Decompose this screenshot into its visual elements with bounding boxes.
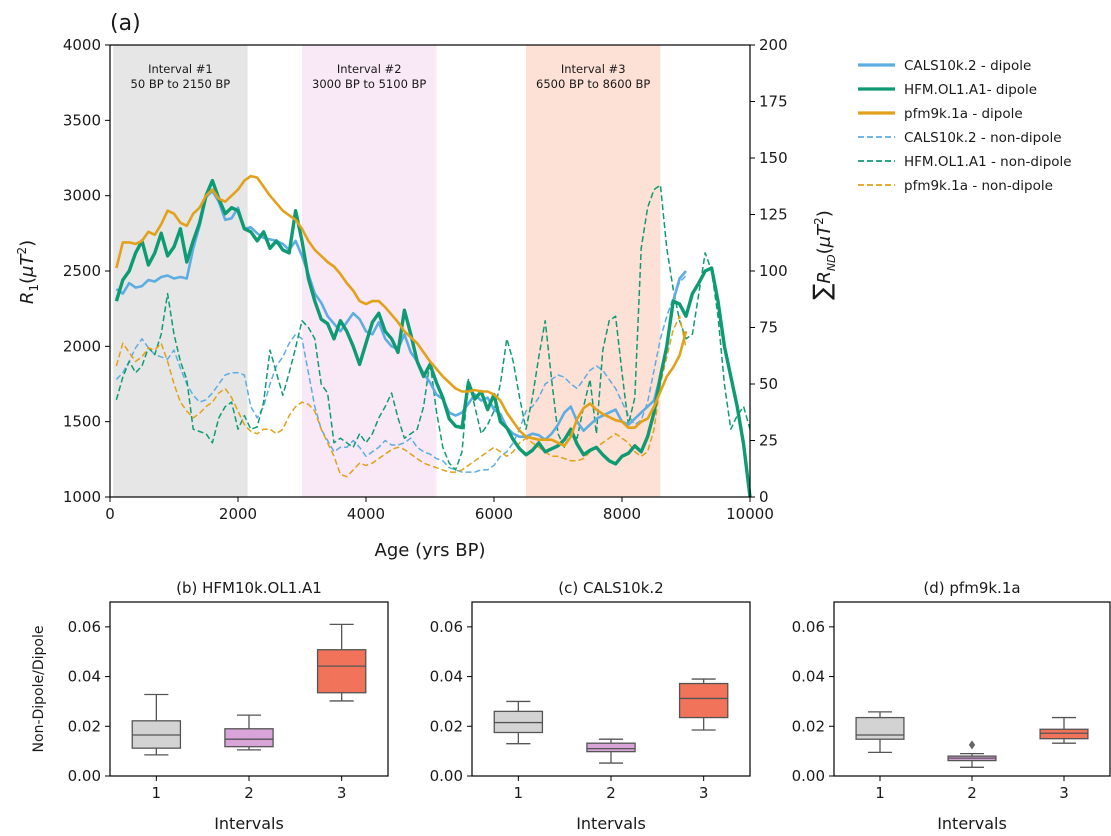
y-right-tick-label: 50 [759,375,778,393]
x-tick-label: 3 [337,784,347,802]
box-panel-title: (b) HFM10k.OL1.A1 [176,579,322,597]
panel-a-x-axis-label: Age (yrs BP) [375,540,486,561]
interval-label-2: Interval #2 [337,62,402,76]
box-x-axis-label: Intervals [214,814,284,833]
y-right-tick-label: 150 [759,149,788,167]
y-tick-label: 1000 [63,488,101,506]
x-tick-label: 0 [105,505,115,523]
box-panel-frame [833,601,1111,777]
interval-range-2: 3000 BP to 5100 BP [312,77,426,91]
interval-label-3: Interval #3 [561,62,626,76]
series-line-hfm-ol1-a1-dipole [114,178,752,498]
x-tick-label: 1 [514,784,524,802]
box-panel-title: (d) pfm9k.1a [923,579,1020,597]
y-right-tick-label: 200 [759,36,788,54]
y-right-tick-label: 175 [759,93,788,111]
interval-band-1 [113,45,248,497]
y-tick-label: 4000 [63,36,101,54]
box-iqr [678,682,729,719]
interval-range-1: 50 BP to 2150 BP [131,77,231,91]
series-line-pfm9k-1a-dipole [115,174,688,448]
panel-c-box-plot: (c) CALS10k.2 0.00 0.02 0.04 0.06 1 2 3 Interval… [430,579,751,833]
legend-entry: pfm9k.1a - dipole [904,106,1023,122]
panel-a-y-axis-label-left: R1(μT2) [15,240,41,304]
y-tick-label: 0.00 [792,767,825,785]
x-tick-label: 10000 [726,505,774,523]
legend-entry: CALS10k.2 - dipole [904,58,1031,74]
legend-entry: HFM.OL1.A1- dipole [904,82,1037,98]
box-iqr [1039,728,1089,740]
y-tick-label: 0.04 [68,668,101,686]
panel-a-line-chart: (a) Interval #150 BP to 2150 BP Interval … [15,11,838,561]
panel-a-y-axis-label-right: ∑RND(μT2) [808,210,838,300]
y-tick-label: 0.00 [68,767,101,785]
series-line-cals10k-2-non-dipole [115,274,687,473]
box-y-axis-label: Non-Dipole/Dipole [31,626,47,753]
y-tick-label: 0.02 [792,717,825,735]
y-tick-label: 2000 [63,337,101,355]
y-right-tick-label: 125 [759,206,788,224]
x-tick-label: 4000 [347,505,385,523]
legend-entry: CALS10k.2 - non-dipole [904,130,1062,146]
x-tick-label: 1 [875,784,885,802]
x-tick-label: 8000 [603,505,641,523]
y-tick-label: 1500 [63,413,101,431]
interval-range-3: 6500 BP to 8600 BP [536,77,650,91]
panel-d-box-plot: (d) pfm9k.1a 0.00 0.02 0.04 0.06 1 2 3 Intervals [792,579,1111,833]
box-panel-title: (c) CALS10k.2 [558,579,663,597]
y-tick-label: 0.06 [430,618,463,636]
y-tick-label: 0.02 [430,717,463,735]
box-x-axis-label: Intervals [937,814,1007,833]
box-x-axis-label: Intervals [576,814,646,833]
box-iqr [586,742,636,753]
legend: CALS10k.2 - dipole HFM.OL1.A1- dipole pfm9… [858,58,1072,194]
x-tick-label: 2 [606,784,616,802]
x-tick-label: 2000 [219,505,257,523]
x-tick-label: 6000 [475,505,513,523]
y-right-tick-label: 25 [759,432,778,450]
interval-band-3 [526,45,661,497]
y-right-tick-label: 100 [759,262,788,280]
y-tick-label: 0.02 [68,717,101,735]
y-tick-label: 0.00 [430,767,463,785]
y-tick-label: 3500 [63,111,101,129]
x-tick-label: 3 [1059,784,1069,802]
legend-entry: pfm9k.1a - non-dipole [904,178,1053,194]
y-tick-label: 0.06 [68,618,101,636]
box-iqr [855,716,905,740]
box-outlier [968,740,976,750]
y-right-tick-label: 0 [759,488,769,506]
y-right-tick-label: 75 [759,319,778,337]
x-tick-label: 2 [967,784,977,802]
y-tick-label: 3000 [63,187,101,205]
box-iqr [316,649,367,694]
panel-b-box-plot: (b) HFM10k.OL1.A1 0.00 0.02 0.04 0.06 1 2 3 Inte… [31,579,389,833]
x-tick-label: 2 [244,784,254,802]
y-tick-label: 0.06 [792,618,825,636]
panel-a-label: (a) [110,11,141,36]
y-tick-label: 0.04 [792,668,825,686]
box-iqr [224,728,274,748]
legend-entry: HFM.OL1.A1 - non-dipole [904,154,1072,170]
y-tick-label: 2500 [63,262,101,280]
y-tick-label: 0.04 [430,668,463,686]
x-tick-label: 3 [699,784,709,802]
interval-label-1: Interval #1 [148,62,213,76]
interval-band-2 [302,45,437,497]
x-tick-label: 1 [152,784,162,802]
